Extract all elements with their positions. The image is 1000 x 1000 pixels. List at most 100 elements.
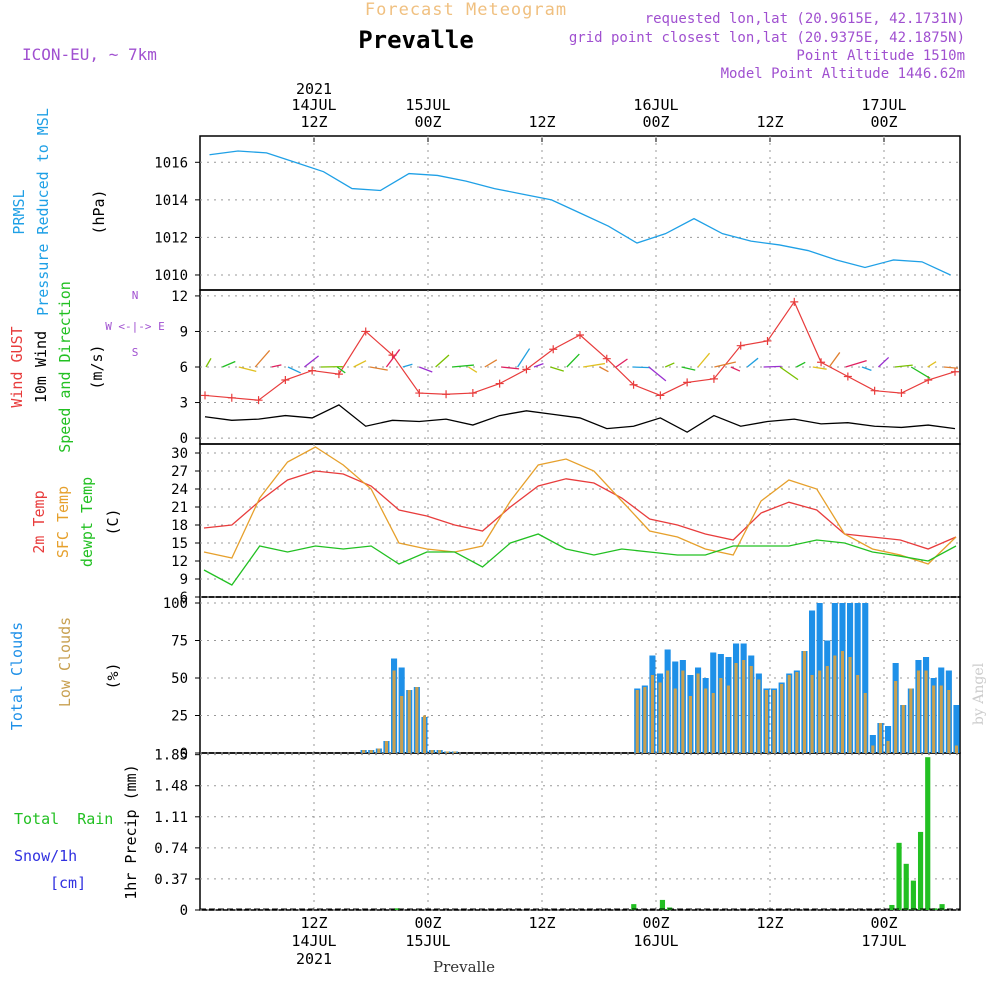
compass-s: S: [132, 346, 139, 359]
low-cloud-bar: [795, 672, 799, 753]
compass-we: W <-|-> E: [105, 320, 165, 333]
low-cloud-bar: [635, 690, 639, 753]
y-tick-label: 1016: [154, 155, 188, 171]
y-tick-label: 9: [180, 324, 188, 340]
low-cloud-bar: [871, 745, 875, 753]
low-cloud-bar: [392, 670, 396, 753]
low-cloud-bar: [673, 688, 677, 753]
wind-arrow: [632, 366, 651, 369]
model-altitude: Model Point Altitude 1446.62m: [721, 66, 965, 82]
y-tick-label: 15: [171, 536, 188, 552]
rain-bar: [925, 757, 931, 910]
sfc-temp-label: SFC Temp: [54, 486, 72, 558]
wind-unit-label: (m/s): [88, 344, 106, 389]
gust-marker: [951, 367, 959, 376]
bottom-axis-label: 00Z: [642, 914, 669, 932]
precip-labels: Total Rain Snow/1h [cm] 1hr Precip (mm): [14, 764, 140, 899]
wind-labels: Wind GUST 10m Wind Speed and Direction (…: [8, 281, 165, 453]
low-cloud-bar: [810, 675, 814, 753]
y-tick-label: 12: [171, 289, 188, 305]
low-cloud-bar: [749, 666, 753, 753]
wind-arrow: [271, 364, 282, 368]
y-tick-label: 75: [171, 634, 188, 650]
low-cloud-bar: [909, 688, 913, 753]
top-axis-label: 12Z: [756, 113, 783, 131]
top-axis-label: 16JUL: [633, 96, 678, 114]
y-tick-label: 18: [171, 518, 188, 534]
gust-marker: [683, 378, 692, 387]
gust-marker: [442, 390, 451, 399]
wind-arrow: [812, 366, 827, 370]
bottom-axis-label: 14JUL: [291, 932, 336, 950]
gust-marker: [629, 380, 638, 389]
low-cloud-bar: [650, 675, 654, 753]
low-cloud-bar: [742, 660, 746, 753]
bottom-axis-label: 16JUL: [633, 932, 678, 950]
low-cloud-bar: [696, 673, 700, 753]
y-tick-label: 30: [171, 446, 188, 462]
pressure-labels: PRMSL Pressure Reduced to MSL (hPa): [10, 108, 108, 316]
y-tick-label: 24: [171, 482, 188, 498]
t2m-line: [203, 470, 957, 550]
wind-arrow: [779, 366, 799, 381]
bottom-axis-label: 17JUL: [861, 932, 906, 950]
wind-arrow: [615, 358, 628, 368]
total-rain-label: Total Rain: [14, 810, 113, 828]
bottom-axis-label: 00Z: [870, 914, 897, 932]
rain-bar: [939, 904, 945, 910]
bottom-axis-label: 12Z: [300, 914, 327, 932]
wind-arrow: [353, 360, 367, 368]
wind-arrow: [238, 366, 257, 372]
gust-marker: [361, 327, 370, 336]
wind-arrow: [583, 362, 606, 368]
pressure-unit-label: (hPa): [90, 189, 108, 234]
low-cloud-bar: [681, 670, 685, 753]
rain-bar: [394, 908, 400, 910]
y-tick-label: 100: [163, 596, 188, 612]
wind-arrow: [303, 355, 319, 368]
forecast-title: Forecast Meteogram: [365, 0, 567, 20]
wind-arrow: [385, 349, 401, 368]
total-cloud-bar: [953, 705, 960, 753]
low-cloud-bar: [954, 745, 958, 753]
wind-arrow: [336, 366, 346, 374]
bottom-axis-label: 12Z: [756, 914, 783, 932]
wind-arrow: [369, 366, 388, 371]
station-title: Prevalle: [358, 26, 474, 54]
low-clouds-label: Low Clouds: [56, 617, 74, 707]
wind-arrow: [763, 365, 782, 368]
total-clouds-label: Total Clouds: [8, 622, 26, 730]
rain-bar: [903, 863, 909, 910]
y-tick-label: 0: [180, 431, 188, 447]
low-cloud-bar: [840, 651, 844, 753]
gust-marker: [870, 386, 879, 395]
wind-arrow: [418, 366, 433, 373]
y-tick-label: 1012: [154, 230, 188, 246]
wind-arrow: [796, 361, 806, 368]
y-tick-label: 0: [180, 746, 188, 762]
gust-marker: [549, 345, 558, 354]
wind-arrow: [451, 364, 474, 368]
low-cloud-bar: [711, 693, 715, 753]
wind-arrow: [845, 359, 867, 368]
wind10m-label: 10m Wind: [32, 331, 50, 403]
rain-bar: [631, 904, 637, 910]
wind-arrow: [681, 366, 696, 371]
bottom-axis-label: 2021: [296, 950, 332, 968]
low-cloud-bar: [369, 750, 373, 753]
gust-marker: [843, 372, 852, 381]
watermark: by Angel: [971, 662, 987, 725]
gust-marker: [415, 389, 424, 398]
footer-station: Prevalle: [433, 958, 495, 976]
low-cloud-bar: [901, 705, 905, 753]
low-cloud-bar: [886, 741, 890, 753]
wind-arrow: [205, 358, 212, 368]
y-tick-label: 1.85: [154, 748, 188, 764]
requested-lonlat: requested lon,lat (20.9615E, 42.1731N): [645, 11, 965, 27]
wind-direction-label: Speed and Direction: [56, 281, 74, 453]
bottom-axis-label: 12Z: [528, 914, 555, 932]
y-tick-label: 1.48: [154, 779, 188, 795]
low-cloud-bar: [726, 685, 730, 753]
gust-marker: [763, 336, 772, 345]
low-cloud-bar: [894, 681, 898, 753]
